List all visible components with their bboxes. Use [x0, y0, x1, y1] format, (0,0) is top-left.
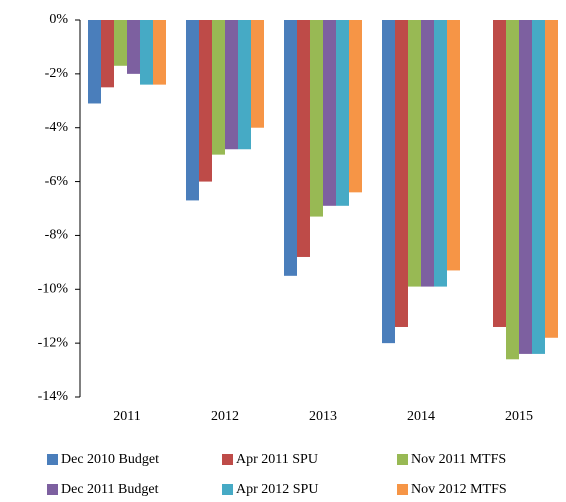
bar [101, 20, 114, 88]
bar [284, 20, 297, 276]
bar [153, 20, 166, 85]
bar [186, 20, 199, 201]
y-tick-label: -4% [45, 120, 69, 135]
bar [127, 20, 140, 74]
bar [532, 20, 545, 354]
bar [421, 20, 434, 287]
bar [238, 20, 251, 150]
y-tick-label: -14% [38, 389, 69, 404]
bar [349, 20, 362, 193]
x-tick-label: 2014 [407, 409, 435, 424]
bar [506, 20, 519, 360]
bar [114, 20, 127, 66]
bar [447, 20, 460, 271]
bar [199, 20, 212, 182]
bar [88, 20, 101, 104]
legend-label: Nov 2011 MTFS [411, 452, 506, 467]
bar [519, 20, 532, 354]
legend-swatch [47, 454, 58, 465]
x-tick-label: 2013 [309, 409, 337, 424]
bar [212, 20, 225, 155]
legend-label: Dec 2011 Budget [61, 482, 159, 497]
bar [323, 20, 336, 206]
legend-label: Dec 2010 Budget [61, 452, 159, 467]
y-tick-label: -6% [45, 174, 69, 189]
bar [251, 20, 264, 128]
bar [382, 20, 395, 344]
x-tick-label: 2015 [505, 409, 533, 424]
bar [310, 20, 323, 217]
legend-label: Apr 2011 SPU [236, 452, 318, 467]
y-tick-label: 0% [49, 12, 68, 27]
x-tick-label: 2012 [211, 409, 239, 424]
bar [545, 20, 558, 338]
legend-swatch [397, 454, 408, 465]
legend-swatch [47, 484, 58, 495]
bar [434, 20, 447, 287]
x-tick-label: 2011 [113, 409, 140, 424]
legend-swatch [222, 454, 233, 465]
bar [408, 20, 421, 287]
legend-swatch [222, 484, 233, 495]
bar [140, 20, 153, 85]
bar [336, 20, 349, 206]
legend-label: Apr 2012 SPU [236, 482, 318, 497]
bar [297, 20, 310, 257]
legend-label: Nov 2012 MTFS [411, 482, 507, 497]
y-tick-label: -12% [38, 335, 69, 350]
bar [395, 20, 408, 327]
y-tick-label: -2% [45, 66, 69, 81]
bar [225, 20, 238, 150]
legend-swatch [397, 484, 408, 495]
bar [493, 20, 506, 327]
y-tick-label: -8% [45, 228, 69, 243]
y-tick-label: -10% [38, 282, 69, 297]
